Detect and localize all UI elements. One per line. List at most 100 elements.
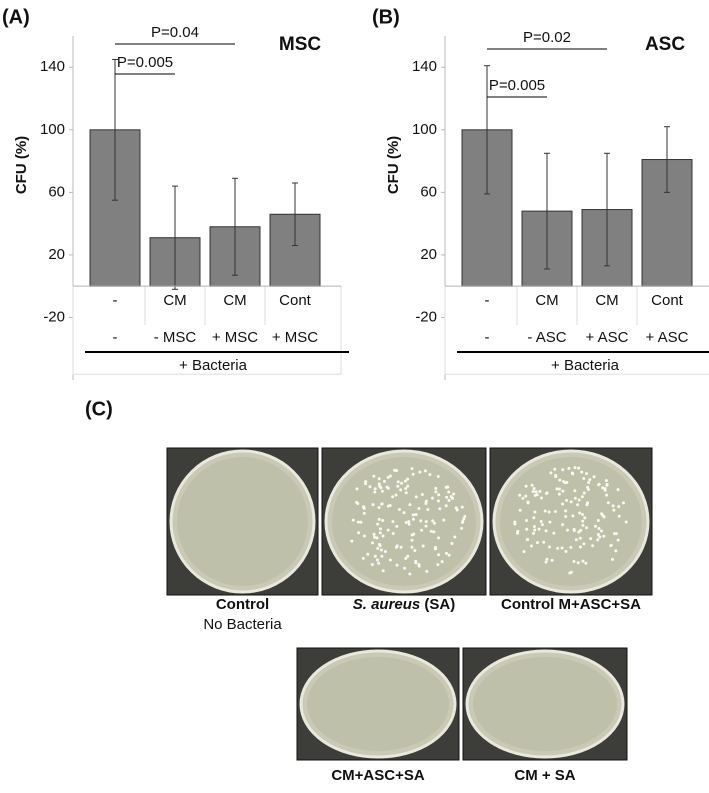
colony [355, 500, 359, 504]
error-bar [664, 126, 670, 193]
x-tick-label: Cont [651, 292, 684, 309]
plate-inner [307, 657, 449, 751]
panel-label: (A) [2, 6, 30, 28]
colony [513, 522, 517, 526]
colony [524, 494, 528, 498]
colony [386, 486, 390, 490]
colony [545, 557, 549, 561]
colony [569, 545, 573, 549]
colony [381, 534, 385, 538]
colony [540, 523, 544, 527]
colony [391, 532, 395, 536]
colony [371, 503, 375, 507]
colony [394, 493, 398, 497]
colony [576, 561, 580, 565]
colony [378, 544, 382, 548]
colony [518, 508, 522, 512]
x-tick-label: CM [163, 292, 186, 309]
colony [373, 554, 377, 558]
colony [444, 504, 448, 508]
colony [432, 521, 436, 525]
colony [364, 482, 368, 486]
colony [547, 510, 551, 514]
colony [404, 557, 408, 561]
colony [598, 535, 602, 539]
error-bar [484, 65, 490, 195]
plate-inner [500, 457, 642, 586]
colony [386, 475, 390, 479]
colony [578, 511, 582, 515]
colony [436, 563, 440, 567]
colony [424, 502, 428, 506]
colony [574, 538, 578, 542]
colony [526, 537, 530, 541]
colony [417, 506, 421, 510]
colony [370, 563, 374, 567]
colony [377, 506, 381, 510]
colony [609, 543, 613, 547]
colony [431, 496, 435, 500]
colony [380, 489, 384, 493]
colony [573, 489, 577, 493]
colony [604, 479, 608, 483]
colony [544, 529, 548, 533]
colony [567, 466, 571, 470]
colony [549, 471, 553, 475]
colony [394, 545, 398, 549]
colony [605, 493, 609, 497]
plate-photo [166, 447, 319, 596]
x-tick-label-row2: - MSC [154, 329, 197, 346]
colony [377, 517, 381, 521]
colony [533, 528, 537, 532]
colony [561, 468, 565, 472]
colony [351, 518, 355, 522]
colony [578, 536, 582, 540]
colony [406, 484, 410, 488]
colony [454, 506, 458, 510]
colony [407, 520, 411, 524]
colony [533, 493, 537, 497]
colony [585, 472, 589, 476]
colony [423, 469, 427, 473]
colony [612, 532, 616, 536]
colony [411, 472, 415, 476]
colony [581, 523, 585, 527]
colony [350, 539, 354, 543]
colony [380, 554, 384, 558]
colony [436, 474, 440, 478]
colony [375, 536, 379, 540]
colony [395, 563, 399, 567]
colony [380, 502, 384, 506]
colony [521, 496, 525, 500]
colony [373, 535, 377, 539]
colony [379, 548, 383, 552]
colony [532, 486, 536, 490]
colony [396, 480, 400, 484]
colony [431, 519, 435, 523]
colony [383, 549, 387, 553]
y-axis-label: CFU (%) [13, 136, 30, 194]
colony [378, 527, 382, 531]
colony [434, 490, 438, 494]
colony [404, 487, 408, 491]
colony [377, 561, 381, 565]
colony [565, 480, 569, 484]
colony [565, 498, 569, 502]
plate-caption: Control M+ASC+SA [501, 596, 641, 613]
colony [462, 517, 466, 521]
colony [408, 572, 412, 576]
colony [584, 561, 588, 565]
colony [612, 508, 616, 512]
colony [434, 545, 438, 549]
x-tick-label: - [485, 292, 490, 309]
y-tick-label: 60 [48, 183, 65, 200]
colony [562, 480, 566, 484]
colony [357, 531, 361, 535]
significance-label: P=0.04 [151, 24, 199, 41]
panel-label: (B) [372, 6, 400, 28]
colony [402, 511, 406, 515]
colony [410, 538, 414, 542]
colony [554, 473, 558, 477]
error-bar [172, 185, 178, 290]
